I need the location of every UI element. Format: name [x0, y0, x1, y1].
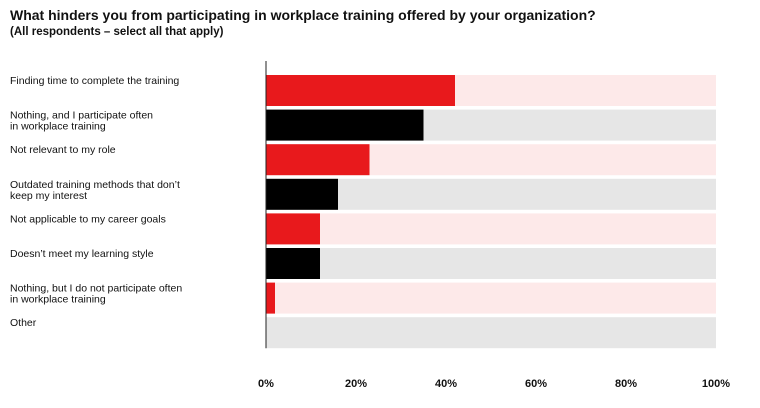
- category-label: Outdated training methods that don’t keep…: [10, 179, 180, 202]
- x-tick-label: 20%: [345, 378, 367, 390]
- bar-track: [266, 178, 716, 210]
- category-label: Not applicable to my career goals: [10, 213, 166, 225]
- bar: [266, 282, 275, 314]
- x-tick-label: 40%: [435, 378, 457, 390]
- category-label: Doesn’t meet my learning style: [10, 248, 154, 260]
- bar: [266, 178, 338, 210]
- chart-subtitle: (All respondents – select all that apply…: [10, 26, 224, 38]
- category-label: Finding time to complete the training: [10, 75, 179, 87]
- bar: [266, 144, 370, 176]
- bar-track: [266, 317, 716, 349]
- x-tick-label: 60%: [525, 378, 547, 390]
- bar: [266, 109, 424, 141]
- chart-title: What hinders you from participating in w…: [10, 7, 596, 23]
- category-label: Nothing, but I do not participate often i…: [10, 283, 182, 306]
- x-tick-label: 0%: [258, 378, 274, 390]
- category-label: Nothing, and I participate often in workp…: [10, 110, 153, 133]
- x-tick-label: 80%: [615, 378, 637, 390]
- bar: [266, 213, 320, 245]
- category-label: Other: [10, 317, 37, 329]
- category-label: Not relevant to my role: [10, 144, 116, 156]
- bar-track: [266, 282, 716, 314]
- bar: [266, 248, 320, 279]
- bar-track: [266, 213, 716, 245]
- x-tick-label: 100%: [702, 378, 730, 390]
- bar: [266, 75, 455, 106]
- bar-track: [266, 248, 716, 279]
